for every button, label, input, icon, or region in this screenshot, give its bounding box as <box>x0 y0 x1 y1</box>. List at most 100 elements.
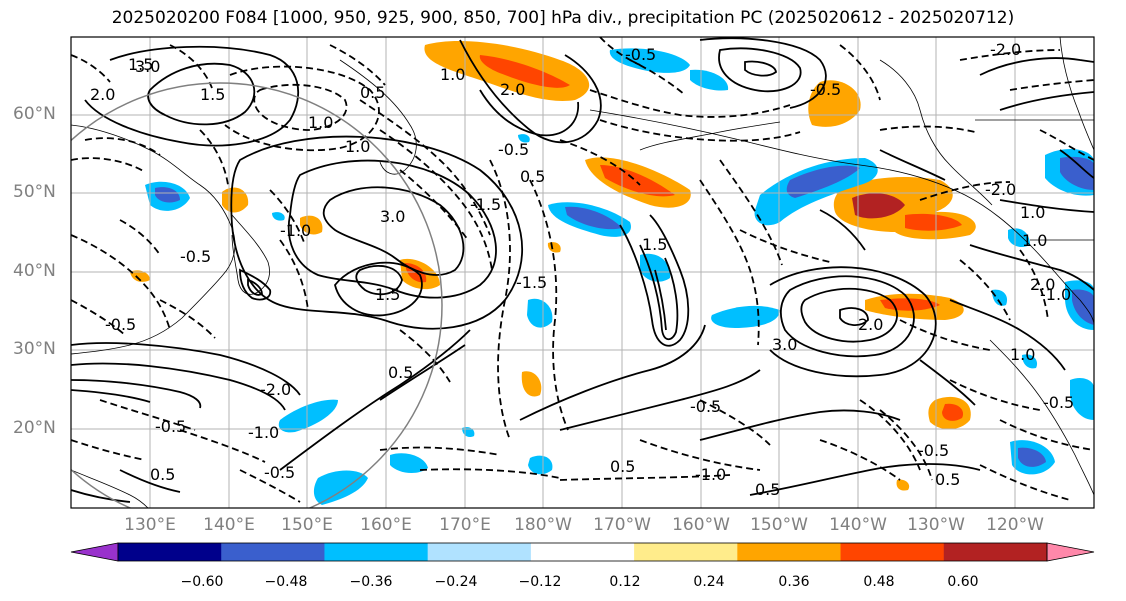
contour-label: 0.5 <box>520 167 545 186</box>
lon-label: 130°W <box>907 515 965 535</box>
lon-label: 170°W <box>593 515 651 535</box>
lat-label-50n: 50°N <box>13 182 56 202</box>
contour-label: 0.5 <box>755 480 780 499</box>
lat-label-40n: 40°N <box>13 261 56 281</box>
colorbar-outline <box>117 542 1048 562</box>
gridlines <box>71 37 1094 508</box>
colorbar-segment <box>324 543 429 561</box>
colorbar-tick-label: 0.36 <box>778 574 810 590</box>
contour-label: 3.0 <box>380 207 405 226</box>
contour-label: 2.0 <box>90 85 115 104</box>
negative-patch <box>528 455 553 475</box>
negative-patch <box>1008 228 1030 248</box>
colorbar-segment <box>427 543 532 561</box>
colorbar-tick-label: −0.24 <box>434 574 478 590</box>
positive-patch <box>547 242 561 253</box>
positive-patch <box>896 479 910 491</box>
map-frame <box>70 36 1095 509</box>
negative-patch <box>272 212 285 221</box>
lon-label: 180°W <box>514 515 572 535</box>
contour-label: 0.5 <box>388 363 413 382</box>
contour-label: -1.0 <box>248 423 279 442</box>
contour-label: -2.0 <box>985 180 1016 199</box>
positive-core <box>852 193 905 219</box>
contour-label: 1.5 <box>128 55 153 74</box>
negative-patch <box>518 134 530 143</box>
lon-label: 170°E <box>439 515 491 535</box>
contour-label: 2.0 <box>1030 275 1055 294</box>
negative-patch <box>711 305 780 328</box>
contour-label: -2.0 <box>260 380 291 399</box>
lat-label-20n: 20°N <box>13 418 56 438</box>
positive-core <box>905 213 962 231</box>
contour-label: -0.5 <box>498 140 529 159</box>
negative-patch <box>390 453 428 474</box>
negative-patch <box>527 298 553 328</box>
contour-label: 3.0 <box>772 335 797 354</box>
negative-core <box>155 187 180 203</box>
negative-core <box>1018 447 1046 467</box>
positive-patch <box>222 187 249 213</box>
negative-core <box>565 206 622 230</box>
colorbar-segment <box>118 543 222 561</box>
contour-label: 1.0 <box>345 137 370 156</box>
colorbar-tick-label: −0.60 <box>180 574 224 590</box>
negative-patch <box>992 289 1008 306</box>
positive-patch <box>130 270 150 282</box>
colorbar-tick-label: −0.48 <box>264 574 308 590</box>
contour-label: -0.5 <box>155 417 186 436</box>
contour-label: 0.5 <box>935 470 960 489</box>
lat-label-30n: 30°N <box>13 339 56 359</box>
lon-label: 150°W <box>750 515 808 535</box>
negative-patch <box>278 399 338 433</box>
contour-label: -0.5 <box>105 315 136 334</box>
colorbar-tick-label: 0.24 <box>693 574 725 590</box>
solid-contours <box>71 37 1094 503</box>
contour-label: 1.0 <box>308 113 333 132</box>
lon-label: 160°E <box>360 515 412 535</box>
contour-label: -1.0 <box>695 465 726 484</box>
contour-label: 2.0 <box>858 315 883 334</box>
contour-label: -1.0 <box>280 221 311 240</box>
contour-label: 0.5 <box>610 457 635 476</box>
colorbar-tick-label: 0.12 <box>609 574 641 590</box>
contour-label: 1.5 <box>375 285 400 304</box>
lon-label: 130°E <box>124 515 176 535</box>
contour-label: 1.0 <box>1010 345 1035 364</box>
colorbar-segment <box>737 543 842 561</box>
colorbar-segment <box>634 543 738 561</box>
lon-label: 140°E <box>203 515 255 535</box>
positive-core <box>479 55 570 88</box>
positive-patch <box>521 371 542 397</box>
dashed-contours <box>71 37 1094 503</box>
negative-patch <box>1070 377 1094 420</box>
colorbar <box>70 542 1095 562</box>
contour-label: 1.5 <box>200 85 225 104</box>
contour-label: -0.5 <box>1043 393 1074 412</box>
contour-label: -0.5 <box>810 80 841 99</box>
contour-label: -1.5 <box>470 195 501 214</box>
lon-label: 160°W <box>672 515 730 535</box>
contour-label: 1.0 <box>440 65 465 84</box>
negative-core <box>786 165 860 198</box>
lat-label-60n: 60°N <box>13 104 56 124</box>
contour-label: -0.5 <box>625 45 656 64</box>
contour-labels: 3.02.0 1.51.00.5-0.5-1.0-1.5-2.03.01.51.0… <box>90 40 1074 499</box>
lon-label: 140°W <box>829 515 887 535</box>
positive-core <box>942 403 964 421</box>
contour-label: -0.5 <box>264 463 295 482</box>
colorbar-tick-label: 0.60 <box>947 574 979 590</box>
colorbar-segment <box>943 543 1048 561</box>
positive-core <box>600 165 675 197</box>
contour-label: -0.5 <box>180 247 211 266</box>
negative-patch <box>690 69 729 91</box>
colorbar-tick-label: 0.48 <box>863 574 895 590</box>
negative-patch <box>609 48 690 73</box>
coastlines <box>71 37 1094 508</box>
contour-label: 3.0 <box>135 57 160 76</box>
lon-label: 120°W <box>986 515 1044 535</box>
colorbar-extend-right <box>1046 542 1095 562</box>
contour-label: -2.0 <box>990 40 1021 59</box>
negative-patch <box>1022 354 1038 369</box>
